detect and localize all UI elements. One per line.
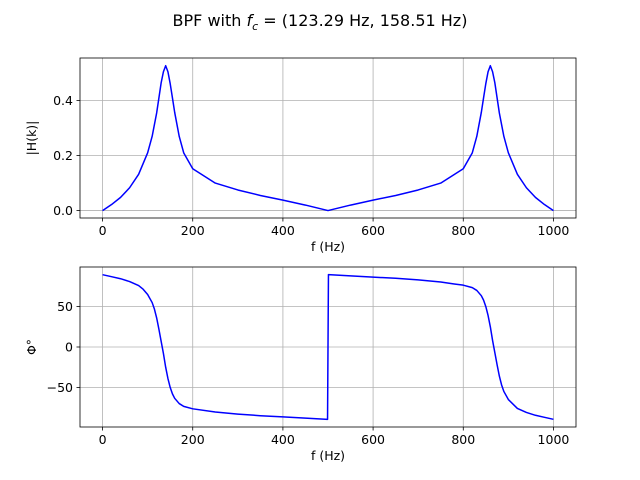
x-tick-label: 200 xyxy=(181,223,205,238)
x-tick-label: 0 xyxy=(99,432,107,447)
title-symbol: f xyxy=(247,11,255,30)
y-tick-label: 0.0 xyxy=(53,203,73,218)
title-subscript: c xyxy=(252,20,258,33)
x-tick-label: 1000 xyxy=(538,223,570,238)
x-tick-label: 600 xyxy=(361,432,385,447)
x-tick-label: 400 xyxy=(271,223,295,238)
phase-series xyxy=(102,273,554,421)
magnitude-grid xyxy=(80,58,576,218)
x-tick-label: 1000 xyxy=(538,432,570,447)
series-line xyxy=(102,64,554,212)
y-tick-label: −50 xyxy=(47,380,73,395)
phase-ylabel: Φ° xyxy=(24,339,39,355)
magnitude-plot: 0 200 400 600 800 1000 0.0 0.2 0.4 f (Hz) |H(k)| xyxy=(24,57,577,254)
magnitude-axes-frame xyxy=(79,57,577,219)
x-tick-label: 800 xyxy=(451,223,475,238)
x-tick-label: 0 xyxy=(99,223,107,238)
series-line xyxy=(102,273,554,421)
magnitude-xlabel: f (Hz) xyxy=(311,239,345,254)
phase-plot: 0 200 400 600 800 1000 −50 0 50 f (Hz) Φ° xyxy=(24,266,577,463)
title-prefix: BPF with xyxy=(173,11,247,30)
magnitude-series xyxy=(102,64,554,212)
phase-xlabel: f (Hz) xyxy=(311,448,345,463)
y-tick-label: 0.2 xyxy=(53,148,73,163)
phase-axes-frame xyxy=(79,266,577,428)
x-tick-label: 400 xyxy=(271,432,295,447)
magnitude-ylabel: |H(k)| xyxy=(24,121,39,156)
y-tick-label: 50 xyxy=(57,299,73,314)
y-tick-label: 0 xyxy=(65,340,73,355)
phase-ticks: 0 200 400 600 800 1000 −50 0 50 xyxy=(47,299,570,447)
x-tick-label: 800 xyxy=(451,432,475,447)
title-suffix: = (123.29 Hz, 158.51 Hz) xyxy=(258,11,467,30)
magnitude-ticks: 0 200 400 600 800 1000 0.0 0.2 0.4 xyxy=(53,93,569,238)
x-tick-label: 600 xyxy=(361,223,385,238)
y-tick-label: 0.4 xyxy=(53,93,73,108)
figure-title: BPF with fc = (123.29 Hz, 158.51 Hz) xyxy=(173,11,468,33)
x-tick-label: 200 xyxy=(181,432,205,447)
